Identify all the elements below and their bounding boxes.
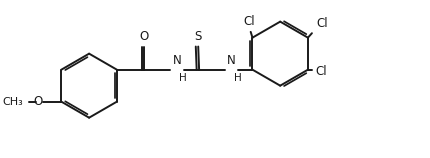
Text: O: O	[33, 95, 42, 108]
Text: Cl: Cl	[316, 17, 328, 30]
Text: H: H	[179, 73, 187, 83]
Text: S: S	[194, 30, 202, 43]
Text: Cl: Cl	[243, 15, 255, 28]
Text: CH₃: CH₃	[3, 97, 24, 107]
Text: O: O	[140, 30, 149, 43]
Text: H: H	[233, 73, 241, 83]
Text: N: N	[172, 54, 181, 67]
Text: N: N	[227, 54, 236, 67]
Text: Cl: Cl	[315, 65, 327, 78]
